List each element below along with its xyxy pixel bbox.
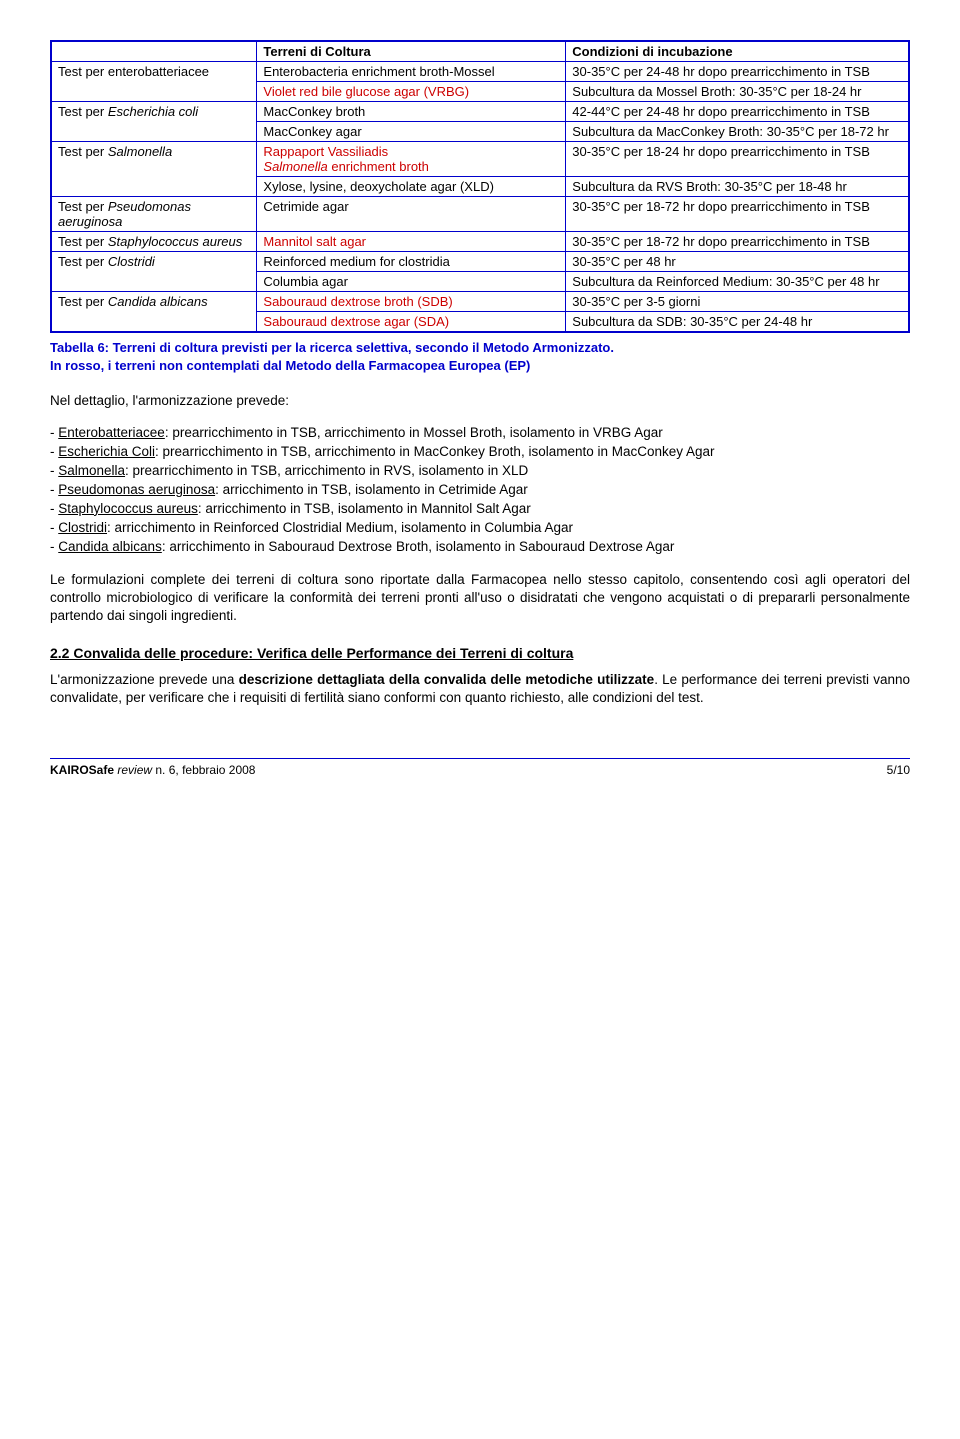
table-condition-cell: Subcultura da MacConkey Broth: 30-35°C p… — [566, 122, 909, 142]
table-condition-cell: Subcultura da SDB: 30-35°C per 24-48 hr — [566, 312, 909, 333]
list-item-term: Candida albicans — [58, 539, 162, 554]
intro-paragraph: Nel dettaglio, l'armonizzazione prevede: — [50, 392, 910, 410]
page-footer: KAIROSafe review n. 6, febbraio 2008 5/1… — [50, 758, 910, 777]
table-condition-cell: 30-35°C per 48 hr — [566, 252, 909, 272]
list-item-term: Clostridi — [58, 520, 107, 535]
footer-page-num: 5/10 — [887, 763, 910, 777]
p2a: L'armonizzazione prevede una — [50, 672, 239, 687]
table-medium-cell: Mannitol salt agar — [257, 232, 566, 252]
list-item-text: : prearricchimento in TSB, arricchimento… — [125, 463, 528, 478]
list-item-text: : arricchimento in TSB, isolamento in Ma… — [198, 501, 531, 516]
table-row-label: Test per Escherichia coli — [51, 102, 257, 142]
table-condition-cell: 30-35°C per 18-24 hr dopo prearricchimen… — [566, 142, 909, 177]
list-item-text: : arricchimento in Sabouraud Dextrose Br… — [162, 539, 675, 554]
table-row-label: Test per Staphylococcus aureus — [51, 232, 257, 252]
section-2-2-title: 2.2 Convalida delle procedure: Verifica … — [50, 645, 910, 661]
table-condition-cell: Subcultura da Reinforced Medium: 30-35°C… — [566, 272, 909, 292]
table-condition-cell: 30-35°C per 3-5 giorni — [566, 292, 909, 312]
footer-review: review — [117, 763, 152, 777]
table-medium-cell: Cetrimide agar — [257, 197, 566, 232]
list-item-term: Escherichia Coli — [58, 444, 155, 459]
table-caption: Tabella 6: Terreni di coltura previsti p… — [50, 339, 910, 374]
table-condition-cell: 30-35°C per 24-48 hr dopo prearricchimen… — [566, 62, 909, 82]
detail-list: - Enterobatteriacee: prearricchimento in… — [50, 424, 910, 556]
table-medium-cell: Rappaport VassiliadisSalmonella enrichme… — [257, 142, 566, 177]
table-condition-cell: 30-35°C per 18-72 hr dopo prearricchimen… — [566, 197, 909, 232]
footer-left: KAIROSafe review n. 6, febbraio 2008 — [50, 763, 255, 777]
list-item-text: : arricchimento in TSB, isolamento in Ce… — [215, 482, 528, 497]
list-item-text: : prearricchimento in TSB, arricchimento… — [155, 444, 715, 459]
table-row-label: Test per enterobatteriacee — [51, 62, 257, 102]
list-item-term: Enterobatteriacee — [58, 425, 165, 440]
table-condition-cell: Subcultura da Mossel Broth: 30-35°C per … — [566, 82, 909, 102]
th-terreni: Terreni di Coltura — [257, 41, 566, 62]
table-condition-cell: 42-44°C per 24-48 hr dopo prearricchimen… — [566, 102, 909, 122]
th-cond: Condizioni di incubazione — [566, 41, 909, 62]
table-row-label: Test per Candida albicans — [51, 292, 257, 333]
footer-issue: n. 6, febbraio 2008 — [152, 763, 255, 777]
table-row-label: Test per Pseudomonas aeruginosa — [51, 197, 257, 232]
table-medium-cell: Enterobacteria enrichment broth-Mossel — [257, 62, 566, 82]
table-medium-cell: Sabouraud dextrose broth (SDB) — [257, 292, 566, 312]
table-condition-cell: 30-35°C per 18-72 hr dopo prearricchimen… — [566, 232, 909, 252]
caption-line1: Tabella 6: Terreni di coltura previsti p… — [50, 340, 614, 355]
table-row-label: Test per Salmonella — [51, 142, 257, 197]
table-row-label: Test per Clostridi — [51, 252, 257, 292]
validation-paragraph: L'armonizzazione prevede una descrizione… — [50, 671, 910, 707]
caption-line2: In rosso, i terreni non contemplati dal … — [50, 358, 530, 373]
list-item-text: : prearricchimento in TSB, arricchimento… — [165, 425, 663, 440]
list-item-term: Staphylococcus aureus — [58, 501, 198, 516]
list-item-text: : arricchimento in Reinforced Clostridia… — [107, 520, 573, 535]
list-item-term: Salmonella — [58, 463, 125, 478]
formulations-paragraph: Le formulazioni complete dei terreni di … — [50, 571, 910, 626]
table-condition-cell: Subcultura da RVS Broth: 30-35°C per 18-… — [566, 177, 909, 197]
p2b: descrizione dettagliata della convalida … — [239, 672, 655, 687]
list-item-term: Pseudomonas aeruginosa — [58, 482, 215, 497]
table-medium-cell: MacConkey broth — [257, 102, 566, 122]
table-medium-cell: Sabouraud dextrose agar (SDA) — [257, 312, 566, 333]
footer-brand: KAIROSafe — [50, 763, 117, 777]
table-medium-cell: MacConkey agar — [257, 122, 566, 142]
culture-media-table: Terreni di Coltura Condizioni di incubaz… — [50, 40, 910, 333]
table-medium-cell: Violet red bile glucose agar (VRBG) — [257, 82, 566, 102]
table-medium-cell: Xylose, lysine, deoxycholate agar (XLD) — [257, 177, 566, 197]
table-medium-cell: Columbia agar — [257, 272, 566, 292]
th-blank — [51, 41, 257, 62]
table-medium-cell: Reinforced medium for clostridia — [257, 252, 566, 272]
